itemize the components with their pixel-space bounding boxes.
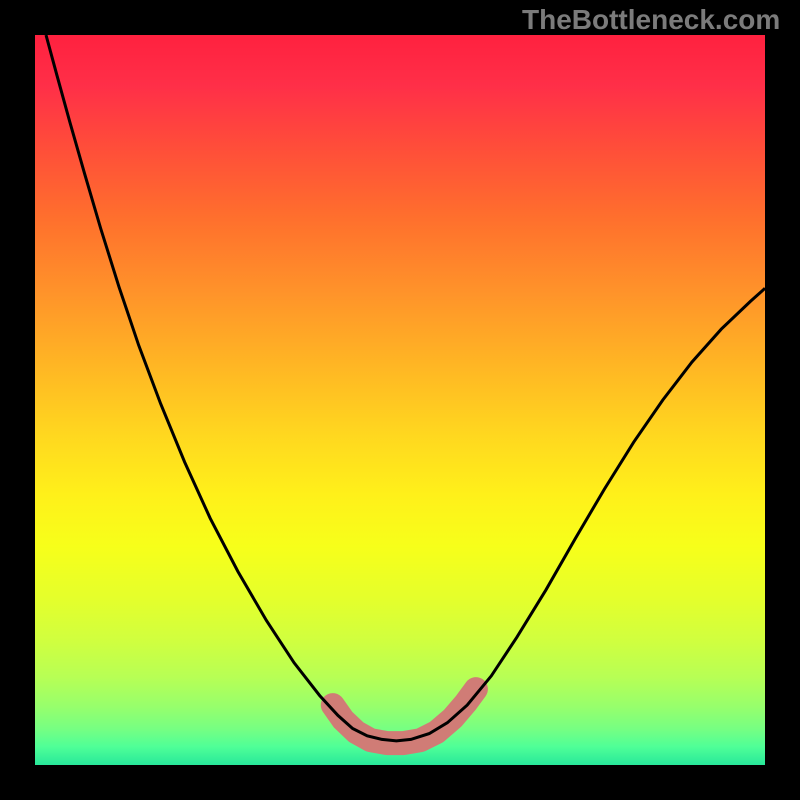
plot-background xyxy=(35,35,765,765)
watermark-text: TheBottleneck.com xyxy=(522,4,780,36)
chart-canvas xyxy=(0,0,800,800)
